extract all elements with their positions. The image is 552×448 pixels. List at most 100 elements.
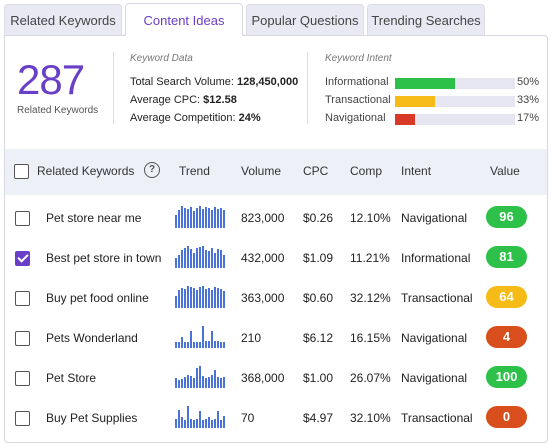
keyword-cell[interactable]: Buy pet food online	[46, 291, 149, 305]
trend-bar	[199, 247, 201, 268]
trend-bar	[223, 255, 225, 268]
intent-bar-fill	[395, 78, 455, 89]
keyword-cell[interactable]: Pet store near me	[46, 211, 142, 225]
header-value[interactable]: Value	[490, 164, 520, 178]
row-checkbox[interactable]	[15, 331, 30, 346]
trend-bar	[214, 419, 216, 428]
trend-bar	[223, 291, 225, 308]
header-volume[interactable]: Volume	[241, 164, 282, 178]
comp-cell: 16.15%	[350, 331, 391, 345]
trend-bar	[178, 380, 180, 388]
keyword-cell[interactable]: Best pet store in town	[46, 251, 162, 265]
trend-bar	[181, 379, 183, 388]
value-badge: 0	[486, 406, 527, 428]
trend-bar	[190, 249, 192, 268]
header-related-keywords[interactable]: Related Keywords	[37, 164, 135, 178]
intent-bar-track	[395, 96, 515, 107]
row-checkbox[interactable]	[15, 251, 30, 266]
trend-bar	[220, 208, 222, 228]
trend-bar	[175, 378, 177, 388]
trend-bar	[181, 206, 183, 228]
trend-bar	[184, 289, 186, 308]
cpc-cell: $6.12	[303, 331, 334, 345]
row-checkbox[interactable]	[15, 371, 30, 386]
row-checkbox[interactable]	[15, 211, 30, 226]
total-search-volume: Total Search Volume: 128,450,000	[130, 76, 298, 88]
average-cpc: Average CPC: $12.58	[130, 94, 237, 106]
question-circle-icon[interactable]: ?	[144, 162, 160, 178]
trend-bar	[187, 286, 189, 308]
trend-bar	[181, 288, 183, 308]
trend-bar	[205, 289, 207, 308]
intent-cell: Navigational	[401, 371, 468, 385]
trend-bar	[196, 290, 198, 308]
trend-bar	[184, 208, 186, 228]
table-row[interactable]: Buy Pet Supplies 70 $4.97 32.10% Transaction…	[5, 398, 547, 438]
tab-popular-questions[interactable]: Popular Questions	[246, 4, 364, 35]
keyword-cell[interactable]: Pets Wonderland	[46, 331, 138, 345]
trend-bar	[181, 417, 183, 428]
header-intent[interactable]: Intent	[401, 164, 432, 178]
table-row[interactable]: Best pet store in town 432,000 $1.09 11.21%…	[5, 238, 547, 278]
trend-bar	[217, 411, 219, 428]
trend-bar	[208, 208, 210, 228]
trend-bar	[196, 342, 198, 348]
intent-bar-fill	[395, 114, 416, 125]
row-checkbox[interactable]	[15, 411, 30, 426]
trend-bar	[217, 377, 219, 388]
tab-related-keywords[interactable]: Related Keywords	[4, 4, 122, 35]
trend-bar	[211, 420, 213, 428]
header-cpc[interactable]: CPC	[303, 164, 329, 178]
trend-bar	[178, 210, 180, 228]
trend-bar	[202, 326, 204, 348]
trend-bar	[223, 377, 225, 388]
trend-bar	[196, 248, 198, 268]
comp-cell: 12.10%	[350, 211, 391, 225]
value-badge: 4	[486, 326, 527, 348]
volume-cell: 432,000	[241, 251, 285, 265]
trend-bar	[193, 211, 195, 228]
trend-bar	[175, 342, 177, 348]
average-cpc-label: Average CPC:	[130, 94, 201, 106]
trend-bar	[211, 210, 213, 228]
intent-cell: Navigational	[401, 211, 468, 225]
tab-content-ideas[interactable]: Content Ideas	[125, 3, 243, 36]
trend-sparkline	[175, 286, 229, 308]
related-keywords-count: 287	[17, 56, 85, 103]
trend-bar	[178, 290, 180, 308]
trend-bar	[187, 209, 189, 228]
trend-bar	[190, 207, 192, 228]
keyword-cell[interactable]: Pet Store	[46, 371, 97, 385]
row-checkbox[interactable]	[15, 291, 30, 306]
trend-bar	[178, 410, 180, 428]
trend-bar	[223, 416, 225, 428]
table-row[interactable]: Buy pet food online 363,000 $0.60 32.12% Tra…	[5, 278, 547, 318]
intent-cell: Navigational	[401, 331, 468, 345]
cpc-cell: $0.60	[303, 291, 334, 305]
trend-bar	[202, 376, 204, 388]
total-search-volume-label: Total Search Volume:	[130, 76, 234, 88]
trend-bar	[199, 342, 201, 348]
trend-bar	[184, 342, 186, 348]
intent-percent: 50%	[517, 76, 540, 88]
trend-bar	[184, 248, 186, 268]
intent-informational: Informational 50%	[325, 76, 540, 90]
tab-trending-searches[interactable]: Trending Searches	[367, 4, 485, 35]
trend-bar	[193, 342, 195, 348]
trend-bar	[211, 331, 213, 348]
trend-bar	[211, 290, 213, 308]
select-all-checkbox[interactable]	[14, 164, 29, 179]
average-competition: Average Competition: 24%	[130, 112, 261, 124]
trend-bar	[175, 258, 177, 268]
trend-bar	[217, 288, 219, 308]
table-row[interactable]: Pets Wonderland 210 $6.12 16.15% Navigationa…	[5, 318, 547, 358]
total-search-volume-value: 128,450,000	[237, 76, 299, 88]
keyword-cell[interactable]: Buy Pet Supplies	[46, 411, 138, 425]
cpc-cell: $4.97	[303, 411, 334, 425]
trend-bar	[214, 207, 216, 228]
header-comp[interactable]: Comp	[350, 164, 383, 178]
header-trend[interactable]: Trend	[179, 164, 210, 178]
table-row[interactable]: Pet Store 368,000 $1.00 26.07% Navigational 1…	[5, 358, 547, 398]
table-row[interactable]: Pet store near me 823,000 $0.26 12.10% Navig…	[5, 198, 547, 238]
cpc-cell: $1.09	[303, 251, 334, 265]
